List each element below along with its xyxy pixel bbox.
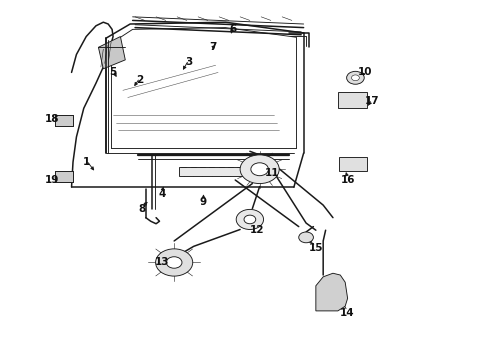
Circle shape [166, 257, 182, 268]
Text: 7: 7 [210, 42, 217, 52]
Polygon shape [316, 273, 347, 311]
Text: 10: 10 [358, 67, 372, 77]
Text: 19: 19 [45, 175, 59, 185]
Text: 1: 1 [83, 157, 90, 167]
Circle shape [156, 249, 193, 276]
Text: 11: 11 [265, 168, 279, 178]
Polygon shape [98, 37, 125, 69]
Text: 16: 16 [341, 175, 355, 185]
Polygon shape [55, 116, 73, 126]
Circle shape [351, 75, 359, 81]
Text: 15: 15 [309, 243, 323, 253]
Polygon shape [339, 157, 367, 171]
Text: 8: 8 [139, 204, 146, 214]
Circle shape [251, 163, 269, 176]
Text: 6: 6 [229, 24, 236, 35]
Polygon shape [55, 171, 73, 182]
Text: 12: 12 [250, 225, 265, 235]
Text: 18: 18 [45, 114, 59, 124]
Text: 5: 5 [109, 67, 117, 77]
Circle shape [346, 71, 364, 84]
Text: 3: 3 [185, 57, 193, 67]
Text: 13: 13 [155, 257, 169, 267]
Circle shape [236, 210, 264, 229]
Circle shape [244, 215, 256, 224]
Text: 4: 4 [158, 189, 166, 199]
Polygon shape [179, 167, 265, 176]
Text: 9: 9 [200, 197, 207, 207]
Text: 14: 14 [340, 308, 355, 318]
Text: 2: 2 [136, 75, 144, 85]
Circle shape [299, 232, 314, 243]
Circle shape [240, 155, 279, 184]
Polygon shape [338, 92, 367, 108]
Text: 17: 17 [365, 96, 379, 106]
